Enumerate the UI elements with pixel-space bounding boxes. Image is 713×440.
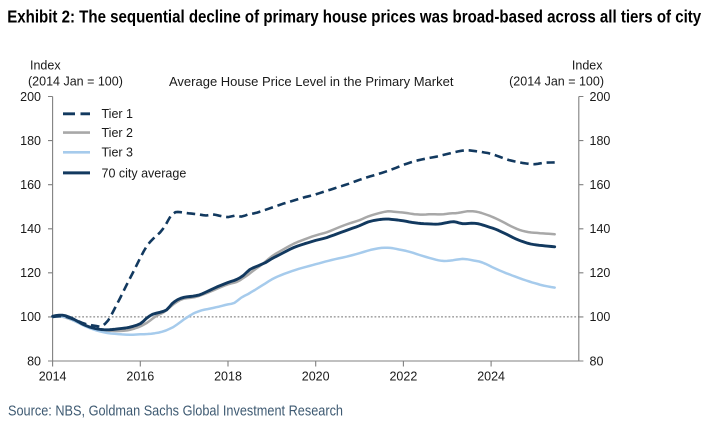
svg-text:2014: 2014 [39,370,67,384]
svg-text:(2014 Jan = 100): (2014 Jan = 100) [28,75,123,89]
svg-text:Index: Index [30,59,61,73]
svg-text:200: 200 [20,90,41,104]
svg-text:100: 100 [590,310,611,324]
svg-text:Tier 3: Tier 3 [102,146,134,160]
svg-text:Exhibit 2: The sequential decl: Exhibit 2: The sequential decline of pri… [7,6,701,26]
svg-text:140: 140 [20,222,41,236]
svg-text:80: 80 [27,354,41,368]
svg-text:2018: 2018 [214,370,242,384]
svg-text:(2014 Jan = 100): (2014 Jan = 100) [509,75,604,89]
svg-text:100: 100 [20,310,41,324]
svg-text:80: 80 [590,354,604,368]
svg-text:Source: NBS, Goldman Sachs Glo: Source: NBS, Goldman Sachs Global Invest… [8,403,343,420]
svg-text:Tier 1: Tier 1 [102,107,134,121]
svg-text:160: 160 [20,178,41,192]
svg-text:200: 200 [590,90,611,104]
svg-text:2016: 2016 [126,370,154,384]
svg-text:120: 120 [590,266,611,280]
svg-text:Index: Index [572,59,603,73]
svg-text:180: 180 [20,134,41,148]
svg-text:140: 140 [590,222,611,236]
svg-text:160: 160 [590,178,611,192]
svg-text:70 city average: 70 city average [102,166,187,180]
svg-text:2022: 2022 [389,370,417,384]
svg-text:Tier 2: Tier 2 [102,126,134,140]
svg-text:180: 180 [590,134,611,148]
svg-text:Average House Price Level in t: Average House Price Level in the Primary… [169,74,454,89]
svg-text:2020: 2020 [302,370,330,384]
svg-text:2024: 2024 [477,370,505,384]
svg-text:120: 120 [20,266,41,280]
